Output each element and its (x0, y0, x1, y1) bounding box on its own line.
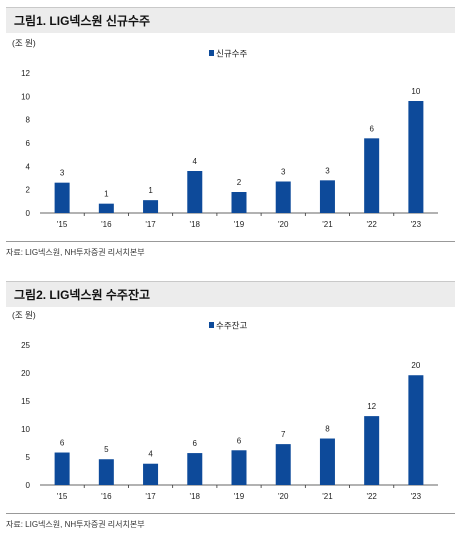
data-label: 6 (60, 439, 65, 448)
data-label: 7 (281, 430, 286, 439)
x-tick-label: '19 (234, 220, 245, 229)
y-tick-label: 25 (21, 341, 30, 350)
bar (364, 416, 380, 485)
y-tick-label: 15 (21, 397, 30, 406)
y-tick-label: 20 (21, 369, 30, 378)
chart2-source: 자료: LIG넥스원, NH투자증권 리서치본부 (6, 513, 455, 530)
y-tick-label: 4 (26, 162, 31, 171)
y-tick-label: 6 (26, 139, 31, 148)
data-label: 4 (148, 450, 153, 459)
bar (231, 192, 247, 213)
data-label: 1 (104, 190, 109, 199)
y-tick-label: 10 (21, 92, 30, 101)
x-tick-label: '22 (366, 220, 377, 229)
x-tick-label: '21 (322, 492, 333, 501)
x-tick-label: '18 (190, 492, 201, 501)
legend: 신규수주 (209, 49, 247, 59)
data-label: 1 (148, 186, 153, 195)
x-tick-label: '19 (234, 492, 245, 501)
chart1-title: 그림1. LIG넥스원 신규수주 (6, 7, 455, 33)
x-tick-label: '23 (411, 220, 422, 229)
chart2-title: 그림2. LIG넥스원 수주잔고 (6, 281, 455, 307)
bar (408, 101, 424, 213)
bar (54, 452, 70, 485)
legend-swatch (209, 322, 214, 328)
y-tick-label: 5 (26, 453, 31, 462)
x-tick-label: '15 (57, 220, 68, 229)
bar (275, 181, 291, 213)
data-label: 5 (104, 445, 109, 454)
x-tick-label: '20 (278, 492, 289, 501)
bar (275, 444, 291, 485)
data-label: 3 (281, 168, 286, 177)
legend: 수주잔고 (209, 321, 247, 331)
y-tick-label: 0 (26, 209, 31, 218)
x-tick-label: '17 (145, 220, 156, 229)
legend-label: 수주잔고 (216, 321, 247, 331)
data-label: 12 (367, 402, 376, 411)
x-tick-label: '16 (101, 492, 112, 501)
data-label: 6 (369, 124, 374, 133)
data-label: 2 (237, 178, 242, 187)
data-label: 10 (411, 87, 420, 96)
bar (187, 453, 203, 485)
x-tick-label: '15 (57, 492, 68, 501)
y-unit-label: (조 원) (12, 310, 36, 320)
chart2-plot: (조 원) 수주잔고 0 5 10 15 20 25 6 '15 5 '16 4 '17 6 '18 6 '19 7… (12, 310, 438, 501)
bar (187, 171, 203, 213)
y-tick-label: 0 (26, 481, 31, 490)
y-tick-label: 12 (21, 69, 30, 78)
data-label: 3 (325, 166, 330, 175)
data-label: 6 (193, 439, 198, 448)
legend-swatch (209, 50, 214, 56)
data-label: 8 (325, 425, 330, 434)
y-tick-label: 8 (26, 116, 31, 125)
bar (54, 182, 70, 213)
data-label: 4 (193, 157, 198, 166)
x-tick-label: '22 (366, 492, 377, 501)
bar (319, 438, 335, 485)
legend-label: 신규수주 (216, 49, 247, 59)
x-tick-label: '17 (145, 492, 156, 501)
data-label: 6 (237, 436, 242, 445)
data-label: 3 (60, 169, 65, 178)
x-tick-label: '21 (322, 220, 333, 229)
data-label: 20 (411, 361, 420, 370)
bar (98, 459, 114, 485)
y-tick-label: 2 (26, 186, 31, 195)
chart1-source: 자료: LIG넥스원, NH투자증권 리서치본부 (6, 241, 455, 258)
bar (98, 203, 114, 213)
bar (143, 463, 159, 485)
x-tick-label: '23 (411, 492, 422, 501)
bar (143, 200, 159, 213)
x-tick-label: '20 (278, 220, 289, 229)
y-tick-label: 10 (21, 425, 30, 434)
x-tick-label: '18 (190, 220, 201, 229)
x-tick-label: '16 (101, 220, 112, 229)
y-unit-label: (조 원) (12, 38, 36, 48)
bar (319, 180, 335, 213)
chart1-plot: (조 원) 신규수주 0 2 4 6 8 10 12 3 '15 1 '16 1 '17 4 '18 2 '19 3 '… (12, 38, 438, 229)
bar (231, 450, 247, 485)
bar (408, 375, 424, 485)
bar (364, 138, 380, 213)
